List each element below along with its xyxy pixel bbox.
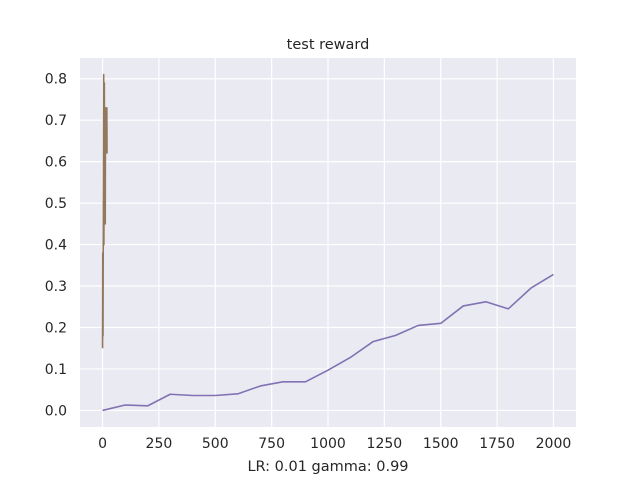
series-line-2: [101, 73, 108, 349]
y-tick-label: 0.8: [45, 72, 67, 88]
x-tick-label: 1000: [310, 436, 346, 452]
y-tick-label: 0.2: [45, 320, 67, 336]
x-tick-label: 2000: [536, 436, 572, 452]
y-tick-label: 0.1: [45, 362, 67, 378]
x-tick-label: 0: [98, 436, 107, 452]
x-tick-label: 1250: [367, 436, 403, 452]
x-tick-label: 1750: [479, 436, 515, 452]
x-tick-label: 500: [202, 436, 229, 452]
y-tick-label: 0.3: [45, 279, 67, 295]
y-tick-label: 0.4: [45, 238, 67, 254]
x-axis-ticks: 0 250 500 750 1000 1250 1500 1750 2000: [98, 436, 571, 452]
series-line-1: [102, 273, 554, 412]
x-tick-label: 1500: [423, 436, 459, 452]
y-tick-label: 0.7: [45, 113, 67, 129]
x-tick-label: 750: [258, 436, 285, 452]
y-tick-label: 0.0: [45, 403, 67, 419]
series-layer: [101, 73, 554, 412]
y-tick-label: 0.6: [45, 155, 67, 171]
x-tick-label: 250: [146, 436, 173, 452]
y-axis-ticks: 0.0 0.1 0.2 0.3 0.4 0.5 0.6 0.7 0.8: [45, 72, 67, 420]
x-axis-label: LR: 0.01 gamma: 0.99: [247, 459, 408, 475]
chart-title: test reward: [287, 37, 370, 53]
y-tick-label: 0.5: [45, 196, 67, 212]
